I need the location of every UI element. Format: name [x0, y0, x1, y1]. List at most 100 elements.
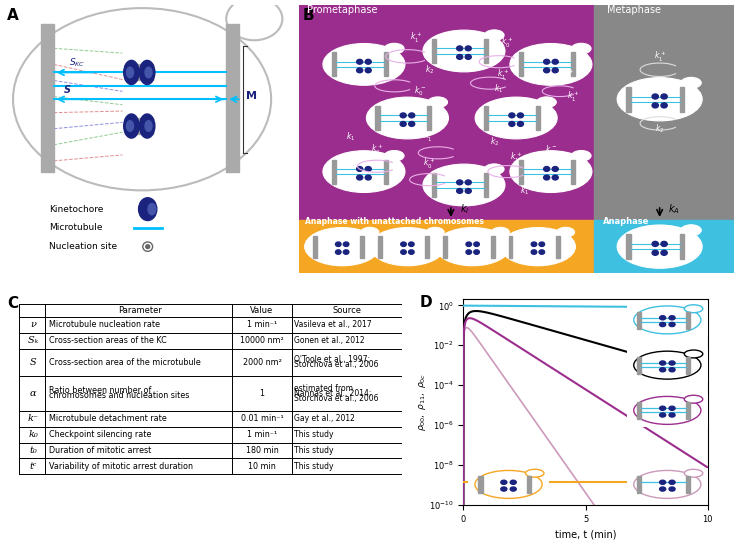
Ellipse shape [401, 242, 406, 247]
Text: Anaphase: Anaphase [603, 217, 650, 226]
Ellipse shape [127, 67, 133, 78]
Text: 1 min⁻¹: 1 min⁻¹ [247, 320, 277, 330]
Bar [432, 39, 436, 63]
Ellipse shape [465, 188, 471, 193]
Ellipse shape [428, 97, 448, 108]
Text: Nucleation site: Nucleation site [50, 242, 118, 251]
Bar [360, 236, 364, 258]
Text: k⁻: k⁻ [27, 414, 39, 424]
Ellipse shape [385, 150, 404, 161]
Bar [680, 234, 685, 259]
Bar [125, 118, 153, 123]
Bar [332, 52, 336, 77]
Ellipse shape [652, 250, 658, 255]
Text: estimated from: estimated from [293, 384, 353, 393]
Text: B: B [303, 8, 315, 23]
Ellipse shape [652, 94, 658, 99]
Ellipse shape [456, 188, 462, 193]
Bar [313, 236, 316, 258]
Ellipse shape [510, 151, 592, 192]
Text: $k_2$: $k_2$ [655, 122, 665, 135]
Ellipse shape [652, 242, 658, 247]
Text: $k_1^+$: $k_1^+$ [497, 68, 509, 83]
Ellipse shape [536, 97, 556, 108]
Text: $k_1^+$: $k_1^+$ [510, 151, 522, 166]
Ellipse shape [544, 175, 550, 180]
Ellipse shape [661, 94, 667, 99]
Ellipse shape [366, 97, 448, 139]
Ellipse shape [146, 245, 150, 249]
Ellipse shape [305, 228, 379, 266]
Text: S: S [30, 358, 36, 367]
Ellipse shape [456, 46, 462, 51]
Bar [491, 236, 494, 258]
Text: $k_i$: $k_i$ [459, 202, 469, 216]
Ellipse shape [466, 242, 471, 247]
Text: $k_2$: $k_2$ [425, 64, 433, 76]
Bar [484, 106, 488, 130]
Ellipse shape [139, 114, 155, 138]
Ellipse shape [552, 167, 558, 172]
Ellipse shape [681, 225, 701, 236]
Text: Metaphase: Metaphase [608, 5, 662, 15]
Text: $k_1^+$: $k_1^+$ [654, 49, 665, 64]
Ellipse shape [652, 103, 658, 108]
Text: ν: ν [30, 320, 36, 330]
Ellipse shape [356, 68, 362, 73]
Ellipse shape [435, 228, 510, 266]
Ellipse shape [370, 228, 445, 266]
Ellipse shape [510, 43, 592, 85]
Text: O'Toole et al., 1997;: O'Toole et al., 1997; [293, 355, 370, 364]
Ellipse shape [336, 242, 341, 247]
Text: $k_0^+$: $k_0^+$ [562, 68, 574, 83]
Text: A: A [7, 8, 19, 23]
Bar [443, 236, 448, 258]
Ellipse shape [365, 68, 371, 73]
Text: 1 min⁻¹: 1 min⁻¹ [247, 430, 277, 439]
Ellipse shape [485, 30, 504, 40]
Ellipse shape [661, 103, 667, 108]
Text: α: α [30, 389, 36, 397]
Ellipse shape [13, 8, 271, 191]
Bar [571, 52, 575, 77]
Bar [680, 87, 685, 112]
Bar [556, 236, 559, 258]
Ellipse shape [531, 250, 536, 254]
Ellipse shape [465, 46, 471, 51]
Bar [519, 160, 523, 184]
Ellipse shape [661, 242, 667, 247]
Ellipse shape [456, 54, 462, 59]
Bar [626, 234, 631, 259]
Text: 10 min: 10 min [248, 462, 276, 471]
Text: Microtubule detachment rate: Microtubule detachment rate [49, 414, 167, 424]
Text: Cross-section area of the microtubule: Cross-section area of the microtubule [49, 358, 201, 367]
Text: Kinetochore: Kinetochore [50, 205, 104, 213]
Ellipse shape [465, 54, 471, 59]
Text: Storchova et al., 2006: Storchova et al., 2006 [293, 360, 378, 369]
Ellipse shape [408, 250, 414, 254]
Text: D: D [419, 295, 432, 310]
Ellipse shape [517, 122, 523, 127]
Ellipse shape [356, 167, 362, 172]
Ellipse shape [556, 228, 574, 237]
Ellipse shape [552, 68, 558, 73]
Bar [536, 106, 540, 130]
Ellipse shape [661, 250, 667, 255]
Bar [125, 65, 153, 70]
Bar [384, 160, 388, 184]
Ellipse shape [423, 30, 505, 72]
Bar [425, 236, 429, 258]
Text: $k_2$: $k_2$ [490, 136, 499, 148]
Text: Parameter: Parameter [118, 306, 162, 315]
Bar [125, 75, 153, 80]
Text: Prometaphase: Prometaphase [308, 5, 378, 15]
Ellipse shape [571, 43, 591, 54]
Bar [432, 173, 436, 197]
Ellipse shape [426, 228, 444, 237]
Ellipse shape [365, 59, 371, 64]
Ellipse shape [323, 151, 405, 192]
Text: $k_0^-$: $k_0^-$ [545, 144, 557, 157]
Ellipse shape [409, 122, 415, 127]
Text: This study: This study [293, 430, 333, 439]
Ellipse shape [139, 198, 157, 220]
